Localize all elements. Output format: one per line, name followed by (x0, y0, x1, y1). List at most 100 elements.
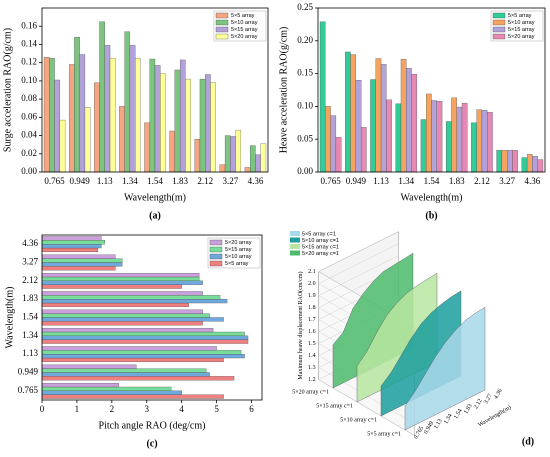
x-tick-label: 4.36 (525, 176, 541, 186)
bar (451, 97, 457, 173)
y-tick-label: 1.83 (22, 293, 38, 303)
bar (41, 247, 99, 253)
bar (41, 258, 123, 263)
bar (119, 106, 125, 173)
bar (41, 299, 228, 304)
bar (537, 159, 544, 173)
y-tick-label: 0.05 (297, 133, 313, 143)
bar (400, 59, 407, 173)
y-tick-label: 1.54 (22, 312, 38, 322)
x-tick-label: 6 (249, 404, 254, 414)
legend-label: 5×20 array (225, 240, 252, 246)
bar (43, 57, 50, 173)
x-tick-label: 1.13 (433, 418, 443, 430)
bar (104, 45, 111, 173)
x-axis-title: Pitch angle RAO (deg/cm) (99, 420, 206, 431)
x-tick-label: 1.54 (147, 176, 163, 186)
bar (350, 54, 356, 173)
legend-swatch (209, 253, 223, 260)
legend-swatch (215, 26, 229, 33)
y-tick-label: 0.00 (297, 166, 313, 176)
plot-frame (41, 7, 269, 173)
bar (431, 100, 437, 173)
legend-swatch (492, 33, 506, 40)
z-tick-label: 1.3 (308, 365, 316, 371)
panel-label: (d) (522, 436, 534, 447)
bar (154, 65, 161, 173)
legend-swatch (215, 33, 229, 40)
bar (54, 79, 60, 173)
bar (41, 313, 210, 318)
surface-ribbon (404, 306, 486, 431)
legend-swatch (492, 12, 506, 19)
bar (426, 93, 432, 173)
bar (532, 156, 538, 173)
bar (335, 137, 342, 173)
bar (41, 335, 249, 340)
series-axis-label: 5×10 array c=1 (340, 417, 377, 423)
y-axis-title: Heave acceleration RAO(g/cm) (278, 27, 289, 154)
z-tick-label: 1.7 (308, 317, 316, 323)
bar (41, 295, 221, 300)
bar (79, 54, 86, 173)
bar (41, 309, 203, 314)
x-tick-label: 1.83 (449, 176, 465, 186)
y-tick-label: 2.12 (22, 275, 38, 285)
bar (41, 376, 235, 381)
x-tick-label: 1.34 (122, 176, 138, 186)
legend-label: 5×5 array (231, 13, 255, 19)
bar (41, 386, 172, 391)
bar (436, 101, 443, 173)
bar (370, 79, 376, 173)
y-tick-label: 0.08 (21, 93, 37, 103)
legend-label: 5×15 array (508, 27, 535, 33)
x-tick-label: 0.765 (44, 176, 65, 186)
bar (41, 240, 106, 245)
legend-swatch (209, 239, 223, 246)
legend-swatch (492, 26, 506, 33)
bar (41, 368, 207, 373)
plot-frame (41, 234, 263, 401)
x-tick-label: 1.54 (424, 176, 440, 186)
z-tick-label: 2.0 (308, 281, 316, 287)
x-tick-label: 1.13 (97, 176, 113, 186)
bar (144, 122, 150, 173)
x-tick-label: 4.36 (493, 388, 503, 400)
x-tick-label: 5 (214, 404, 219, 414)
bar (456, 106, 463, 173)
bar (476, 109, 483, 173)
bar (41, 372, 210, 377)
bar (174, 69, 181, 173)
x-tick-label: 0.765 (320, 176, 341, 186)
x-axis-title: Wavelength(m) (124, 192, 186, 203)
legend-swatch (492, 19, 506, 26)
x-tick-label: 0.949 (346, 176, 367, 186)
y-tick-label: 0.02 (21, 148, 37, 158)
bar (41, 262, 123, 267)
bar (84, 107, 91, 173)
bar (375, 58, 382, 173)
bar (149, 58, 156, 173)
bar (41, 266, 116, 271)
y-tick-label: 0.949 (18, 367, 39, 377)
bar (330, 115, 337, 173)
bar (41, 346, 217, 351)
bar (41, 284, 182, 289)
x-tick-label: 2 (110, 404, 115, 414)
bar (445, 121, 452, 173)
bar (41, 382, 119, 388)
series-axis-label: 5×5 array c=1 (367, 431, 401, 437)
bar (501, 150, 508, 173)
legend-label: 5×10 array c=1 (302, 238, 339, 244)
legend-swatch (290, 231, 300, 236)
bar (185, 78, 191, 173)
plot-frame (317, 7, 546, 173)
bar (41, 321, 203, 326)
bar (386, 99, 392, 173)
y-tick-label: 0.15 (297, 68, 313, 78)
bar (205, 74, 211, 173)
y-tick-label: 0.16 (21, 20, 37, 30)
bar (41, 280, 203, 285)
panel-label: (b) (425, 210, 437, 221)
